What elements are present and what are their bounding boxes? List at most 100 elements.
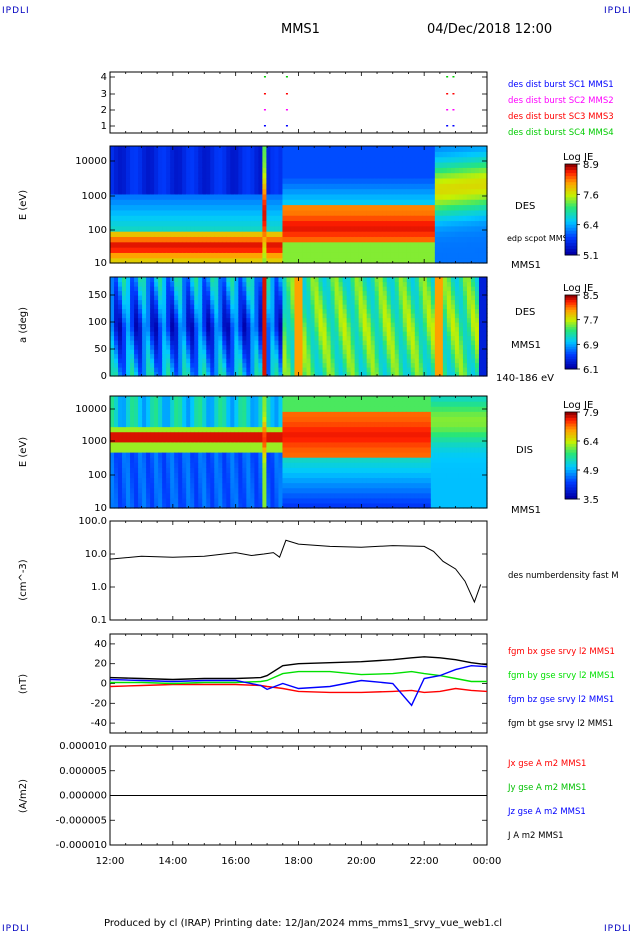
heatmap-cell: [222, 252, 227, 259]
heatmap-cell: [206, 172, 211, 179]
heatmap-cell: [158, 241, 163, 248]
heatmap-cell: [414, 209, 420, 216]
heatmap-cell: [194, 326, 199, 332]
heatmap-cell: [130, 431, 135, 438]
heatmap-cell: [482, 349, 488, 355]
heatmap-cell: [226, 177, 231, 184]
heatmap-cell: [218, 349, 223, 355]
heatmap-cell: [154, 146, 159, 152]
heatmap-cell: [338, 167, 344, 174]
heatmap-cell: [226, 225, 231, 232]
heatmap-cell: [218, 304, 223, 310]
heatmap-cell: [146, 299, 151, 305]
heatmap-cell: [354, 344, 360, 350]
heatmap-cell: [418, 183, 424, 190]
heatmap-cell: [482, 231, 488, 238]
heatmap-cell: [370, 322, 376, 328]
heatmap-cell: [358, 199, 364, 206]
heatmap-cell: [134, 236, 139, 243]
heatmap-cell: [234, 193, 239, 200]
heatmap-cell: [254, 172, 259, 179]
heatmap-cell: [126, 252, 131, 259]
heatmap-cell: [358, 308, 364, 314]
heatmap-cell: [462, 331, 468, 337]
heatmap-cell: [262, 313, 268, 319]
heatmap-cell: [462, 371, 468, 377]
heatmap-cell: [342, 277, 348, 283]
heatmap-cell: [230, 257, 235, 264]
heatmap-cell: [306, 257, 312, 264]
heatmap-cell: [438, 220, 444, 227]
heatmap-cell: [286, 167, 292, 174]
heatmap-cell: [394, 322, 400, 328]
heatmap-cell: [170, 441, 175, 448]
heatmap-cell: [326, 252, 332, 259]
heatmap-cell: [258, 146, 263, 152]
heatmap-cell: [142, 472, 147, 479]
heatmap-cell: [402, 236, 408, 243]
heatmap-cell: [358, 204, 364, 211]
heatmap-cell: [238, 295, 243, 301]
heatmap-cell: [174, 151, 179, 158]
heatmap-cell: [154, 204, 159, 211]
heatmap-cell: [362, 204, 368, 211]
heatmap-cell: [482, 161, 488, 168]
heatmap-cell: [366, 167, 372, 174]
heatmap-cell: [442, 241, 448, 248]
heatmap-cell: [138, 295, 143, 301]
heatmap-cell: [458, 177, 464, 184]
heatmap-cell: [366, 231, 372, 238]
heatmap-cell: [322, 308, 328, 314]
heatmap-cell: [466, 344, 472, 350]
heatmap-cell: [322, 247, 328, 253]
heatmap-cell: [250, 161, 255, 168]
heatmap-cell: [250, 204, 255, 211]
heatmap-cell: [110, 331, 115, 337]
heatmap-cell: [178, 344, 183, 350]
heatmap-cell: [162, 317, 167, 323]
heatmap-cell: [346, 193, 352, 200]
heatmap-cell: [154, 446, 159, 453]
heatmap-cell: [462, 326, 468, 332]
heatmap-cell: [174, 188, 179, 195]
heatmap-cell: [114, 304, 119, 310]
heatmap-cell: [138, 308, 143, 314]
heatmap-cell: [322, 277, 328, 283]
heatmap-cell: [174, 304, 179, 310]
heatmap-cell: [342, 231, 348, 238]
heatmap-cell: [238, 344, 243, 350]
heatmap-cell: [242, 167, 247, 174]
heatmap-cell: [422, 172, 428, 179]
heatmap-cell: [146, 492, 151, 499]
heatmap-cell: [230, 304, 235, 310]
heatmap-cell: [342, 204, 348, 211]
heatmap-cell: [374, 340, 380, 346]
heatmap-cell: [422, 308, 428, 314]
heatmap-cell: [318, 161, 324, 168]
heatmap-cell: [246, 277, 251, 283]
heatmap-cell: [302, 322, 308, 328]
heatmap-cell: [366, 299, 372, 305]
heatmap-cell: [318, 290, 324, 296]
heatmap-cell: [422, 193, 428, 200]
heatmap-cell: [478, 215, 484, 222]
heatmap-cell: [206, 193, 211, 200]
heatmap-cell: [158, 349, 163, 355]
heatmap-cell: [154, 472, 159, 479]
heatmap-cell: [454, 331, 460, 337]
heatmap-cell: [238, 247, 243, 253]
heatmap-cell: [402, 286, 408, 292]
heatmap-cell: [170, 353, 175, 359]
heatmap-cell: [262, 225, 268, 232]
heatmap-cell: [210, 209, 215, 216]
heatmap-cell: [386, 344, 392, 350]
heatmap-cell: [346, 308, 352, 314]
heatmap-cell: [186, 286, 191, 292]
burst-legend-3: des dist burst SC3 MMS3: [508, 112, 614, 122]
heatmap-cell: [170, 188, 175, 195]
heatmap-cell: [226, 349, 231, 355]
heatmap-cell: [142, 367, 147, 373]
heatmap-cell: [262, 204, 268, 211]
heatmap-cell: [346, 167, 352, 174]
heatmap-cell: [162, 241, 167, 248]
